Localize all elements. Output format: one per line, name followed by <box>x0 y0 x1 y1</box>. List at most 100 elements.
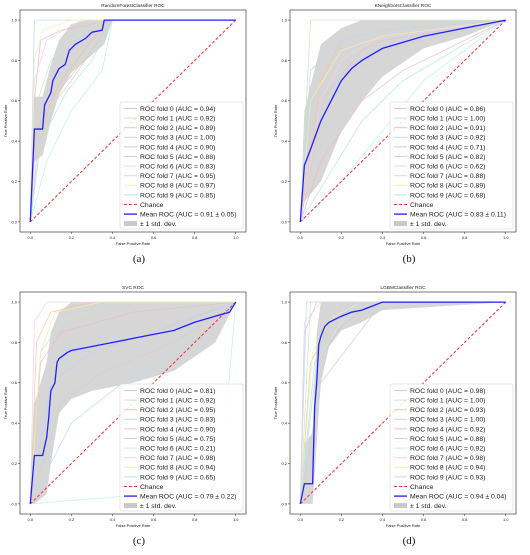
legend-entry: ROC fold 6 (AUC = 0.62) <box>410 164 485 171</box>
legend-entry: ROC fold 5 (AUC = 0.82) <box>410 154 485 161</box>
chart-title: KNeighborsClassifier ROC <box>375 3 432 9</box>
legend-box <box>389 101 514 230</box>
y-tick-label: 0.8 <box>11 340 17 345</box>
x-tick-label: 1.0 <box>233 235 239 240</box>
x-tick-label: 0.6 <box>151 517 157 522</box>
legend-entry: ROC fold 7 (AUC = 0.95) <box>140 173 215 180</box>
legend-entry: ROC fold 3 (AUC = 1.00) <box>410 417 485 424</box>
y-tick-label: 0.2 <box>11 179 17 184</box>
x-tick-label: 0.2 <box>69 235 75 240</box>
legend-entry: ROC fold 6 (AUC = 0.83) <box>140 164 215 171</box>
legend-box <box>119 383 244 512</box>
chart-panel-2: 0.0 0.0 0.2 0.2 0.4 0.4 0.6 0.6 0.8 0.8 1.0 1.0 SVC … <box>3 285 247 528</box>
x-tick-label: 0.6 <box>151 235 157 240</box>
chance-line <box>299 19 507 223</box>
y-axis-label: True Positive Rate <box>273 104 278 138</box>
legend-entry: ROC fold 7 (AUC = 0.88) <box>410 173 485 180</box>
y-axis-label: True Positive Rate <box>3 104 8 138</box>
legend-entry: ROC fold 4 (AUC = 0.90) <box>140 426 215 433</box>
x-tick-label: 0.6 <box>421 235 427 240</box>
y-tick-label: 0.8 <box>281 340 287 345</box>
y-tick-label: 1.0 <box>11 299 17 304</box>
legend-entry: ROC fold 0 (AUC = 0.98) <box>410 388 485 395</box>
x-tick-label: 1.0 <box>503 517 509 522</box>
x-tick-label: 0.4 <box>380 517 386 522</box>
legend-entry: ROC fold 6 (AUC = 0.21) <box>140 446 215 453</box>
legend-entry: ROC fold 4 (AUC = 0.71) <box>410 144 485 151</box>
legend-entry: ROC fold 2 (AUC = 0.89) <box>140 125 215 132</box>
axes-frame <box>289 9 517 233</box>
legend-box <box>119 101 244 230</box>
panel-caption: (b) <box>403 253 416 265</box>
x-tick-label: 0.0 <box>27 517 33 522</box>
legend-entry: Mean ROC (AUC = 0.83 ± 0.11) <box>410 212 506 219</box>
legend-entry: ROC fold 6 (AUC = 0.92) <box>410 446 485 453</box>
legend-entry: ROC fold 4 (AUC = 0.92) <box>410 426 485 433</box>
legend-entry: ROC fold 4 (AUC = 0.90) <box>140 144 215 151</box>
mean-roc-line <box>299 301 506 505</box>
x-tick-label: 0.8 <box>192 517 198 522</box>
legend-entry: ROC fold 3 (AUC = 1.00) <box>140 135 215 142</box>
y-tick-label: 0.0 <box>281 219 287 224</box>
legend-box <box>389 383 514 512</box>
mean-roc-line <box>29 19 236 222</box>
x-tick-label: 1.0 <box>233 517 239 522</box>
chart-panel-0: 0.0 0.0 0.2 0.2 0.4 0.4 0.6 0.6 0.8 0.8 1.0 1.0 Rand… <box>3 3 247 246</box>
chart-panel-1: 0.0 0.0 0.2 0.2 0.4 0.4 0.6 0.6 0.8 0.8 1.0 1.0 KNei… <box>273 3 517 246</box>
roc-fold-line-8 <box>29 301 236 504</box>
roc-fold-line-9 <box>299 19 506 223</box>
legend-swatch-std <box>124 503 137 509</box>
chart-title: RandomForestClassifier ROC <box>101 3 165 9</box>
y-tick-label: 0.6 <box>11 98 17 103</box>
y-tick-label: 0.4 <box>281 139 287 144</box>
y-tick-label: 0.8 <box>281 58 287 63</box>
legend-entry: ROC fold 8 (AUC = 0.89) <box>410 183 485 190</box>
legend-entry: Chance <box>140 202 164 209</box>
legend: ROC fold 0 (AUC = 0.98) ROC fold 1 (AUC =… <box>389 383 514 512</box>
legend-entry: ROC fold 8 (AUC = 0.94) <box>140 465 215 472</box>
chart-title: SVC ROC <box>122 285 144 291</box>
roc-fold-line-9 <box>29 301 237 505</box>
x-tick-label: 0.6 <box>421 517 427 522</box>
x-tick-label: 1.0 <box>503 235 509 240</box>
x-tick-label: 0.4 <box>380 235 386 240</box>
x-tick-label: 0.0 <box>297 517 303 522</box>
x-axis-label: False Positive Rate <box>116 241 151 246</box>
roc-fold-line-8 <box>299 19 506 222</box>
x-tick-label: 0.8 <box>192 235 198 240</box>
mean-roc-line <box>29 301 237 504</box>
legend-entry: ROC fold 0 (AUC = 0.86) <box>410 106 485 113</box>
x-axis-label: False Positive Rate <box>386 241 421 246</box>
chart-title: LGBMClassifier ROC <box>380 285 426 291</box>
y-tick-label: 1.0 <box>281 17 287 22</box>
legend-entry: Chance <box>140 484 164 491</box>
legend-entry: Chance <box>410 484 434 491</box>
legend-entry: ROC fold 1 (AUC = 1.00) <box>410 116 485 123</box>
legend-entry: ROC fold 7 (AUC = 0.98) <box>140 455 215 462</box>
legend-swatch-std <box>394 221 407 227</box>
legend-entry: ROC fold 1 (AUC = 1.00) <box>410 398 485 405</box>
legend-entry: ROC fold 7 (AUC = 0.98) <box>410 455 485 462</box>
chance-line <box>299 301 507 505</box>
legend-entry: ± 1 std. dev. <box>410 221 447 228</box>
legend-entry: ROC fold 9 (AUC = 0.65) <box>140 474 215 481</box>
y-axis-label: True Positive Rate <box>3 386 8 420</box>
y-tick-label: 1.0 <box>281 299 287 304</box>
legend-entry: ROC fold 2 (AUC = 0.95) <box>140 407 215 414</box>
legend-entry: ROC fold 9 (AUC = 0.93) <box>410 474 485 481</box>
legend-entry: ROC fold 5 (AUC = 0.88) <box>140 154 215 161</box>
axes-frame <box>19 291 247 515</box>
y-tick-label: 0.0 <box>11 219 17 224</box>
legend-swatch-std <box>124 221 137 227</box>
x-tick-label: 0.8 <box>462 235 468 240</box>
chart-panel-3: 0.0 0.0 0.2 0.2 0.4 0.4 0.6 0.6 0.8 0.8 1.0 1.0 LGBM… <box>273 285 517 528</box>
legend-entry: Mean ROC (AUC = 0.94 ± 0.04) <box>410 494 506 501</box>
y-tick-label: 0.4 <box>281 421 287 426</box>
legend: ROC fold 0 (AUC = 0.86) ROC fold 1 (AUC =… <box>389 101 514 230</box>
x-tick-label: 0.8 <box>462 517 468 522</box>
y-tick-label: 0.2 <box>281 179 287 184</box>
x-tick-label: 0.2 <box>339 235 345 240</box>
chance-line <box>29 301 237 505</box>
legend-entry: ROC fold 3 (AUC = 0.83) <box>140 417 215 424</box>
x-tick-label: 0.2 <box>69 517 75 522</box>
